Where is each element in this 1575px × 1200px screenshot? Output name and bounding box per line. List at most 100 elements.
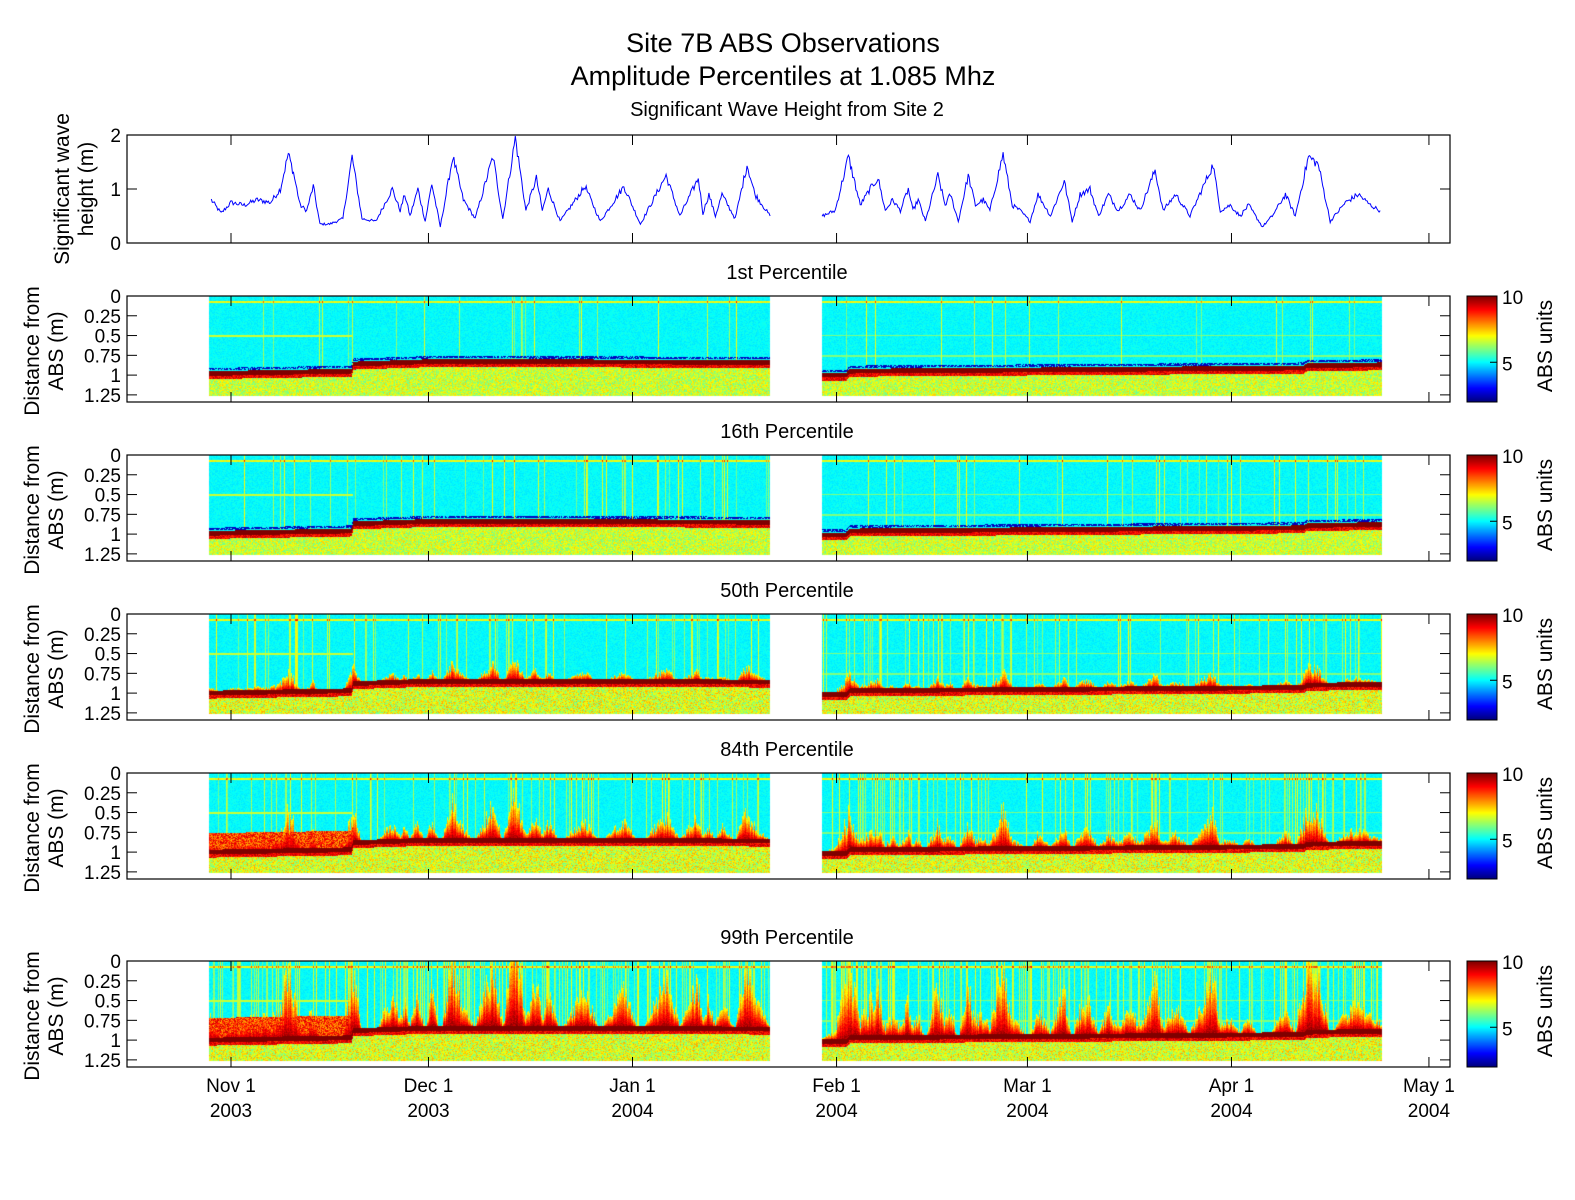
- colorbar-label: ABS units: [1534, 776, 1557, 870]
- heatmap-y-axis-label: Distance from ABS (m): [21, 763, 69, 893]
- colorbar: [1467, 455, 1497, 561]
- heatmap-4: [127, 961, 1450, 1067]
- heatmap-y-axis-label: Distance from ABS (m): [21, 286, 69, 416]
- colorbar: [1467, 614, 1497, 720]
- heatmap-y-tick-label: 0.25: [84, 784, 121, 805]
- panel-title: 84th Percentile: [720, 739, 854, 761]
- heatmap-y-tick-label: 0: [110, 952, 121, 973]
- heatmap-3: [127, 773, 1450, 879]
- wave-y-axis-label: Significant wave height (m): [51, 113, 99, 265]
- heatmap-y-tick-label: 0.75: [84, 664, 121, 685]
- y-label-line: ABS (m): [45, 788, 68, 868]
- y-label-line: Distance from: [21, 445, 44, 575]
- x-tick-year-label: 2004: [1006, 1101, 1049, 1122]
- heatmap-0: [127, 296, 1450, 402]
- heatmap-2: [127, 614, 1450, 720]
- y-label-line: Distance from: [21, 286, 44, 416]
- y-label-line: ABS (m): [45, 311, 68, 391]
- panel-title: 99th Percentile: [720, 927, 854, 949]
- colorbar-border: [1466, 613, 1498, 721]
- heatmap-axes-4: [126, 960, 1451, 1068]
- x-tick-label: Feb 1: [812, 1076, 861, 1097]
- heatmap-y-tick-label: 1.25: [84, 545, 121, 566]
- heatmap-y-tick-label: 0.5: [95, 992, 121, 1013]
- heatmap-y-axis-label: Distance from ABS (m): [21, 445, 69, 575]
- colorbar-tick-label: 5: [1502, 831, 1513, 852]
- heatmap-y-tick-label: 1.25: [84, 863, 121, 884]
- colorbar-border: [1466, 960, 1498, 1068]
- heatmap-y-tick-label: 0.5: [95, 804, 121, 825]
- colorbar: [1467, 773, 1497, 879]
- heatmap-y-tick-label: 1.25: [84, 1051, 121, 1072]
- figure-subtitle: Amplitude Percentiles at 1.085 Mhz: [570, 61, 996, 91]
- panel-title: 1st Percentile: [726, 262, 848, 284]
- y-label-line: Distance from: [21, 951, 44, 1081]
- heatmap-y-tick-label: 0: [110, 446, 121, 467]
- colorbar-border: [1466, 772, 1498, 880]
- colorbar-tick-label: 10: [1502, 765, 1523, 786]
- colorbar: [1467, 961, 1497, 1067]
- x-tick-year-label: 2004: [1408, 1101, 1451, 1122]
- colorbar-tick-label: 5: [1502, 1019, 1513, 1040]
- colorbar-tick-label: 10: [1502, 447, 1523, 468]
- heatmap-y-tick-label: 0.75: [84, 505, 121, 526]
- y-label-line: Distance from: [21, 604, 44, 734]
- colorbar-label: ABS units: [1534, 299, 1557, 393]
- heatmap-axes-3: [126, 772, 1451, 880]
- colorbar-border: [1466, 454, 1498, 562]
- x-tick-label: Dec 1: [404, 1076, 454, 1097]
- x-tick-label: May 1: [1403, 1076, 1455, 1097]
- x-tick-label: Nov 1: [206, 1076, 256, 1097]
- heatmap-y-tick-label: 1: [110, 525, 121, 546]
- heatmap-y-tick-label: 0.5: [95, 327, 121, 348]
- colorbar-tick-label: 5: [1502, 354, 1513, 375]
- heatmap-y-tick-label: 0: [110, 605, 121, 626]
- wave-y-tick-label: 0: [110, 234, 121, 255]
- colorbar-border: [1466, 295, 1498, 403]
- y-label-line: Significant wave: [51, 113, 74, 265]
- heatmap-y-tick-label: 1: [110, 1031, 121, 1052]
- x-tick-year-label: 2003: [210, 1101, 252, 1122]
- colorbar-tick-label: 10: [1502, 606, 1523, 627]
- x-tick-year-label: 2004: [611, 1101, 654, 1122]
- heatmap-y-tick-label: 1: [110, 684, 121, 705]
- y-label-line: height (m): [75, 141, 98, 237]
- y-label-line: Distance from: [21, 763, 44, 893]
- heatmap-y-tick-label: 1: [110, 366, 121, 387]
- heatmap-y-axis-label: Distance from ABS (m): [21, 951, 69, 1081]
- heatmap-y-tick-label: 1: [110, 843, 121, 864]
- colorbar-tick-label: 10: [1502, 288, 1523, 309]
- wave-height-line-1: [210, 135, 771, 228]
- heatmap-axes-2: [126, 613, 1451, 721]
- wave-panel-title: Significant Wave Height from Site 2: [630, 99, 944, 121]
- wave-axes: [126, 134, 1451, 244]
- colorbar-tick-label: 10: [1502, 953, 1523, 974]
- heatmap-y-tick-label: 0.5: [95, 645, 121, 666]
- y-label-line: ABS (m): [45, 470, 68, 550]
- x-tick-label: Apr 1: [1209, 1076, 1254, 1097]
- colorbar: [1467, 296, 1497, 402]
- colorbar-label: ABS units: [1534, 964, 1557, 1058]
- wave-y-tick-label: 1: [110, 180, 121, 201]
- heatmap-y-tick-label: 0.25: [84, 307, 121, 328]
- wave-height-line-2: [821, 152, 1381, 228]
- heatmap-y-tick-label: 0.25: [84, 972, 121, 993]
- y-label-line: ABS (m): [45, 629, 68, 709]
- colorbar-tick-label: 5: [1502, 513, 1513, 534]
- y-label-line: ABS (m): [45, 976, 68, 1056]
- figure-title: Site 7B ABS Observations: [626, 28, 940, 58]
- x-tick-year-label: 2003: [407, 1101, 449, 1122]
- heatmap-y-tick-label: 0.75: [84, 1011, 121, 1032]
- x-tick-label: Jan 1: [609, 1076, 655, 1097]
- heatmap-y-tick-label: 0.25: [84, 625, 121, 646]
- heatmap-y-axis-label: Distance from ABS (m): [21, 604, 69, 734]
- heatmap-y-tick-label: 0: [110, 764, 121, 785]
- heatmap-axes-1: [126, 454, 1451, 562]
- heatmap-y-tick-label: 0.5: [95, 486, 121, 507]
- colorbar-tick-label: 5: [1502, 672, 1513, 693]
- heatmap-y-tick-label: 0.75: [84, 346, 121, 367]
- colorbar-label: ABS units: [1534, 458, 1557, 552]
- heatmap-y-tick-label: 1.25: [84, 386, 121, 407]
- x-tick-year-label: 2004: [1210, 1101, 1253, 1122]
